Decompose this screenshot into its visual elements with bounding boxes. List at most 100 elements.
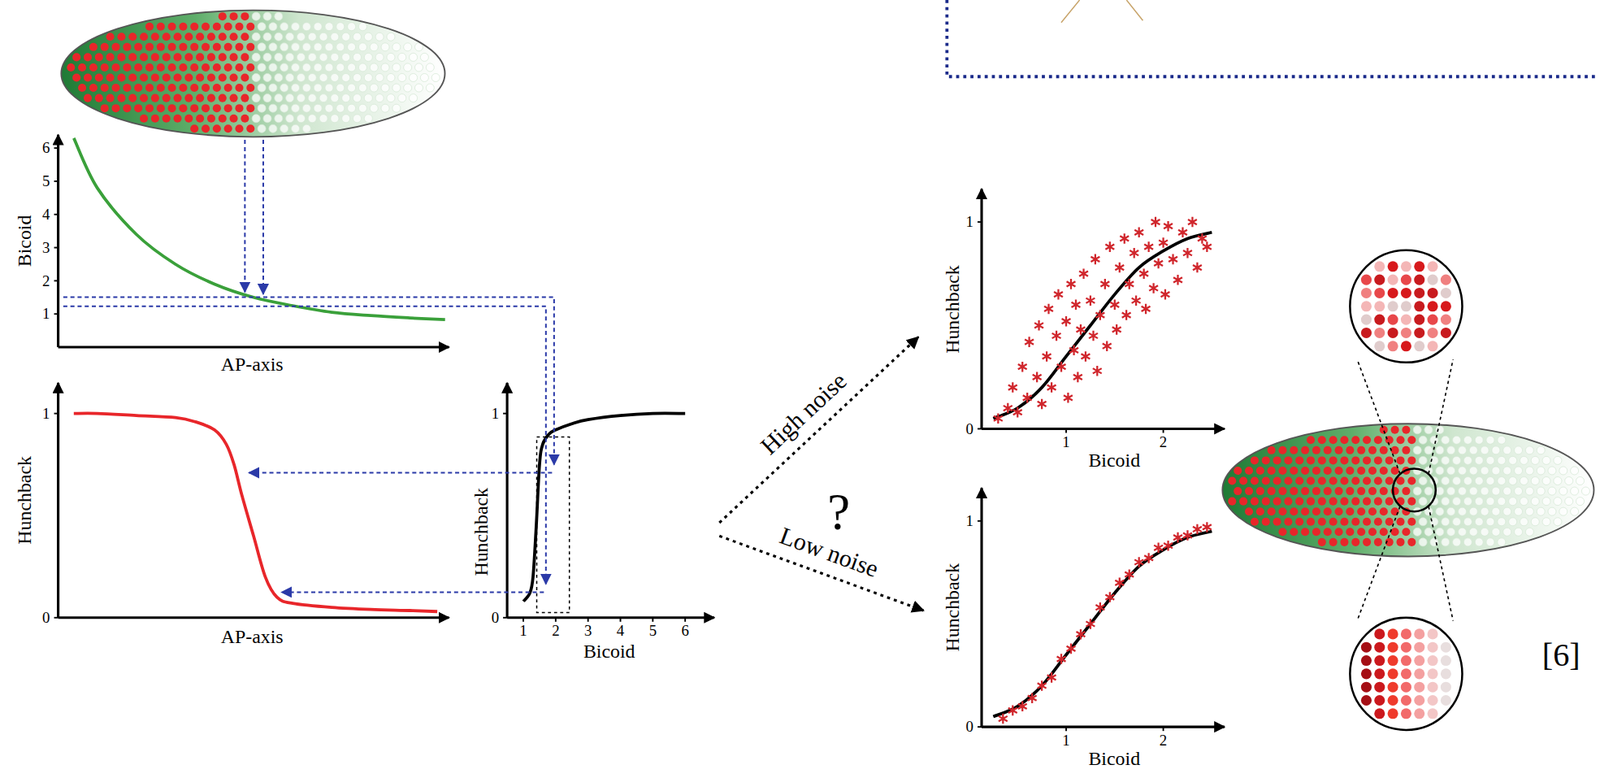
nucleus-on — [100, 104, 109, 113]
nucleus-off — [1424, 446, 1433, 455]
nucleus-off — [1447, 486, 1456, 495]
nucleus-on — [1339, 497, 1349, 506]
zoom-line — [1428, 506, 1453, 621]
nucleus-off — [403, 83, 412, 92]
nucleus-off — [1463, 517, 1472, 526]
nucleus-on — [184, 73, 193, 82]
nucleus-off — [403, 43, 412, 52]
nucleus-off — [1497, 455, 1506, 464]
nucleus-off — [1547, 486, 1557, 495]
data-point — [993, 412, 1003, 424]
nucleus-on — [1295, 476, 1304, 485]
zoom-nucleus — [1387, 628, 1399, 639]
y-tick — [977, 221, 982, 223]
y-axis-title-group: Hunchback — [12, 453, 36, 547]
nucleus-off — [1565, 497, 1574, 506]
nucleus-on — [207, 32, 216, 41]
zoom-nucleus — [1400, 300, 1412, 312]
nucleus-off — [1503, 466, 1512, 475]
nucleus-on — [240, 114, 249, 123]
nucleus-off — [313, 63, 322, 72]
nucleus-on — [246, 43, 255, 52]
nucleus-on — [195, 32, 204, 41]
nucleus-off — [364, 114, 373, 123]
data-point — [1163, 221, 1173, 232]
data-point — [1053, 289, 1063, 300]
nucleus-on — [1256, 466, 1265, 475]
nucleus-on — [1283, 497, 1293, 506]
nucleus-off — [251, 12, 261, 21]
nucleus-on — [1362, 455, 1371, 464]
nucleus-off — [1581, 486, 1590, 495]
nucleus-off — [274, 52, 283, 61]
nucleus-on — [78, 63, 87, 72]
data-point — [1134, 227, 1144, 239]
data-point — [1076, 628, 1086, 640]
data-point — [1024, 336, 1034, 347]
nucleus-off — [358, 104, 367, 113]
nucleus-off — [347, 63, 356, 72]
nucleus-on — [1329, 517, 1338, 526]
nucleus-off — [280, 104, 289, 113]
y-axis-title: Hunchback — [941, 563, 963, 652]
nucleus-on — [162, 73, 171, 82]
nucleus-on — [100, 63, 109, 72]
nucleus-off — [296, 94, 305, 103]
zoom-nucleus — [1387, 287, 1399, 299]
nucleus-off — [1575, 476, 1584, 485]
nucleus-off — [313, 83, 322, 92]
nucleus-on — [246, 83, 255, 92]
nucleus-off — [1413, 527, 1422, 536]
nucleus-on — [145, 22, 154, 31]
data-point — [1066, 643, 1076, 655]
zoom-nucleus — [1427, 707, 1439, 719]
data-point — [1008, 705, 1018, 716]
embryo-body — [1222, 423, 1594, 556]
data-point — [1076, 324, 1086, 335]
nucleus-on — [1244, 486, 1254, 495]
zoom-nucleus — [1413, 314, 1425, 326]
nucleus-on — [1385, 497, 1394, 506]
nucleus-on — [201, 22, 210, 31]
nucleus-off — [296, 114, 305, 123]
nucleus-on — [134, 63, 143, 72]
nucleus-on — [218, 114, 227, 123]
zoom-circle — [1349, 617, 1462, 730]
y-tick-label: 3 — [42, 238, 50, 256]
nucleus-off — [263, 73, 272, 82]
nucleus-on — [95, 94, 104, 103]
nucleus-on — [1306, 455, 1315, 464]
zoom-nucleus — [1400, 654, 1412, 666]
y-tick-label: 4 — [42, 205, 51, 223]
nucleus-off — [1525, 446, 1534, 455]
nucleus-on — [207, 73, 216, 82]
nucleus-on — [1379, 486, 1388, 495]
nucleus-off — [291, 124, 300, 133]
nucleus-on — [128, 94, 137, 103]
zoom-nucleus — [1374, 274, 1385, 286]
y-axis — [979, 188, 983, 429]
nucleus-off — [1503, 446, 1512, 455]
nucleus-on — [134, 43, 143, 52]
data-point — [1095, 602, 1105, 613]
nucleus-on — [122, 104, 131, 113]
zoom-nucleus — [1361, 667, 1372, 679]
nucleus-on — [1374, 435, 1383, 444]
x-tick-label: 5 — [649, 621, 657, 639]
nucleus-on — [1323, 507, 1332, 516]
nucleus-off — [1474, 476, 1483, 485]
data-point — [1047, 672, 1057, 683]
data-point — [1144, 552, 1154, 564]
nucleus-off — [1508, 476, 1518, 485]
x-axis — [507, 615, 715, 619]
embryo-outline — [1222, 423, 1594, 556]
zoom-nucleus — [1374, 340, 1385, 352]
zoom-nucleus — [1374, 314, 1385, 326]
nucleus-on — [100, 83, 109, 92]
data-point — [1052, 330, 1062, 342]
data-point — [1144, 241, 1154, 252]
nucleus-off — [251, 52, 261, 61]
zoom-nucleus — [1400, 287, 1412, 299]
nucleus-on — [1261, 476, 1271, 485]
data-point — [1163, 540, 1173, 551]
